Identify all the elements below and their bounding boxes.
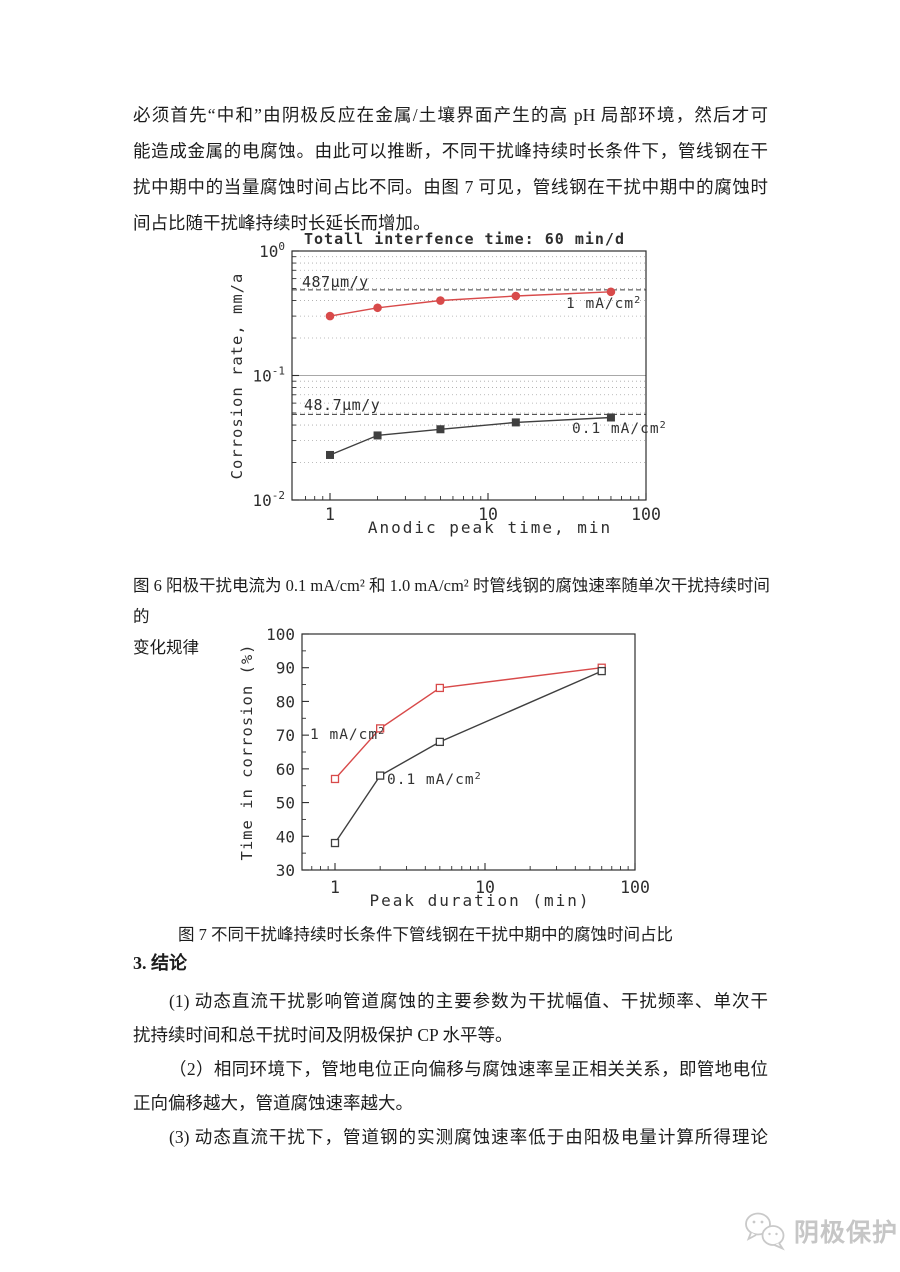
- intro-line-1: 必须首先“中和”由阴极反应在金属/土壤界面产生的高 pH 局部环境，然后才可: [133, 105, 768, 125]
- y-axis-title: Corrosion rate, mm/a: [228, 273, 246, 480]
- svg-text:60: 60: [276, 760, 295, 779]
- series-label: 0.1 mA/cm2: [387, 771, 482, 789]
- intro-paragraph: 必须首先“中和”由阴极反应在金属/土壤界面产生的高 pH 局部环境，然后才可 能…: [133, 97, 768, 241]
- y-axis-title: Time in corrosion (%): [240, 644, 256, 861]
- figure7-time-in-corrosion-chart: 1 10 100 30 40 50 60 70 80 90 100 1 mA/cm2 0.1 mA/cm…: [240, 625, 650, 910]
- svg-text:1: 1: [325, 505, 335, 524]
- conclusion-p2-line2: 正向偏移越大，管道腐蚀速率越大。: [133, 1093, 413, 1113]
- conclusion-p3-line1: (3) 动态直流干扰下，管道钢的实测腐蚀速率低于由阳极电量计算所得理论: [169, 1127, 768, 1147]
- figure6-caption-line2: 变化规律: [133, 638, 199, 657]
- svg-text:40: 40: [276, 827, 295, 846]
- svg-text:10: 10: [475, 878, 495, 897]
- watermark: 阴极保护: [743, 1210, 898, 1252]
- svg-text:80: 80: [276, 692, 295, 711]
- svg-text:100: 100: [266, 625, 295, 644]
- conclusion-p2-line1: （2）相同环境下，管地电位正向偏移与腐蚀速率呈正相关关系，即管地电位: [169, 1059, 768, 1079]
- svg-text:100: 100: [631, 505, 661, 524]
- svg-text:10: 10: [478, 505, 498, 524]
- svg-text:30: 30: [276, 861, 295, 880]
- series-label: 0.1 mA/cm2: [572, 420, 667, 438]
- x-axis-title: Peak duration (min): [369, 891, 590, 910]
- svg-text:70: 70: [276, 726, 295, 745]
- svg-text:1: 1: [330, 878, 340, 897]
- chart-title: Totall interfence time: 60 min/d: [304, 230, 625, 248]
- x-axis-title: Anodic peak time, min: [368, 518, 612, 537]
- figure6-caption: 图 6 阳极干扰电流为 0.1 mA/cm² 和 1.0 mA/cm² 时管线钢…: [133, 570, 783, 663]
- series-label: 1 mA/cm2: [566, 295, 641, 313]
- conclusion-section: 3. 结论 (1) 动态直流干扰影响管道腐蚀的主要参数为干扰幅值、干扰频率、单次…: [133, 951, 768, 1154]
- figure7-caption: 图 7 不同干扰峰持续时长条件下管线钢在干扰中期中的腐蚀时间占比: [178, 925, 673, 944]
- svg-text:90: 90: [276, 659, 295, 678]
- annotation-label: 487μm/y: [302, 273, 369, 291]
- intro-line-3: 扰中期中的当量腐蚀时间占比不同。由图 7 可见，管线钢在干扰中期中的腐蚀时: [133, 177, 768, 197]
- wechat-icon: [745, 1212, 785, 1251]
- svg-text:10-1: 10-1: [252, 365, 285, 386]
- annotation-label: 48.7μm/y: [304, 396, 380, 414]
- svg-text:100: 100: [259, 240, 285, 261]
- conclusion-p1-line1: (1) 动态直流干扰影响管道腐蚀的主要参数为干扰幅值、干扰频率、单次干: [169, 991, 768, 1011]
- intro-line-2: 能造成金属的电腐蚀。由此可以推断，不同干扰峰持续时长条件下，管线钢在干: [133, 141, 768, 161]
- figure6-caption-line1: 图 6 阳极干扰电流为 0.1 mA/cm² 和 1.0 mA/cm² 时管线钢…: [133, 576, 770, 626]
- svg-text:100: 100: [620, 878, 650, 897]
- conclusion-heading: 3. 结论: [133, 953, 187, 973]
- svg-text:50: 50: [276, 794, 295, 813]
- intro-line-4: 间占比随干扰峰持续时长延长而增加。: [133, 213, 431, 233]
- figure6-corrosion-rate-chart: 487μm/y 48.7μm/y 1 10 100 100 10-1 10-2 1 mA/cm2…: [228, 230, 667, 537]
- watermark-text: 阴极保护: [794, 1218, 899, 1247]
- conclusion-p1-line2: 扰持续时间和总干扰时间及阴极保护 CP 水平等。: [133, 1025, 513, 1045]
- series-label: 1 mA/cm2: [310, 726, 385, 744]
- svg-text:10-2: 10-2: [252, 489, 285, 510]
